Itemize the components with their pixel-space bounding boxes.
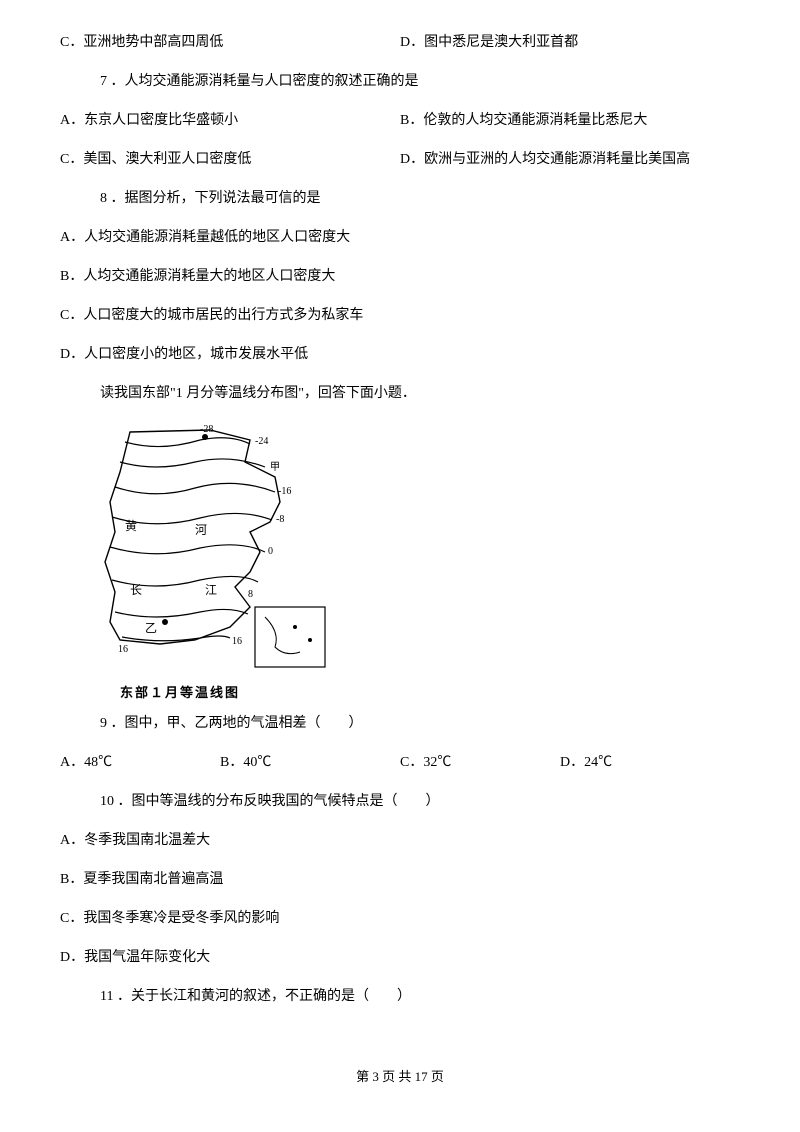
q7-option-d: D．欧洲与亚洲的人均交通能源消耗量比美国高: [400, 149, 740, 170]
q7-option-b: B．伦敦的人均交通能源消耗量比悉尼大: [400, 110, 740, 131]
q10-option-a: A．冬季我国南北温差大: [60, 830, 740, 851]
figure-caption: 东部１月等温线图: [120, 683, 740, 703]
q6-option-d: D．图中悉尼是澳大利亚首都: [400, 32, 740, 53]
label-yi: 乙: [145, 621, 157, 635]
isotherm-map-svg: -28 -24 甲 -16 -8 0 8 16 16 黄 河 长 江 乙: [100, 422, 345, 677]
q8-stem: 8 ．据图分析，下列说法最可信的是: [60, 188, 740, 209]
label-c6: 8: [248, 589, 253, 600]
label-huang: 黄: [125, 519, 137, 533]
q9-option-c: C．32℃: [400, 752, 560, 773]
q9-stem: 9 ．图中，甲、乙两地的气温相差（ ）: [60, 713, 740, 734]
q9-option-b: B．40℃: [220, 752, 400, 773]
label-c5: 0: [268, 546, 273, 557]
q10-option-d: D．我国气温年际变化大: [60, 947, 740, 968]
label-jia: 甲: [270, 462, 280, 473]
label-he: 河: [195, 523, 207, 537]
q7-stem: 7 ．人均交通能源消耗量与人口密度的叙述正确的是: [60, 71, 740, 92]
page-footer: 第 3 页 共 17 页: [60, 1067, 740, 1087]
q9-options: A．48℃ B．40℃ C．32℃ D．24℃: [60, 752, 740, 773]
q6-options-cd: C．亚洲地势中部高四周低 D．图中悉尼是澳大利亚首都: [60, 32, 740, 53]
label-jiang: 江: [205, 583, 217, 597]
q7-options-ab: A．东京人口密度比华盛顿小 B．伦敦的人均交通能源消耗量比悉尼大: [60, 110, 740, 131]
label-c4: -8: [276, 514, 284, 525]
q9-option-d: D．24℃: [560, 752, 740, 773]
q7-options-cd: C．美国、澳大利亚人口密度低 D．欧洲与亚洲的人均交通能源消耗量比美国高: [60, 149, 740, 170]
label-c3: -16: [278, 486, 291, 497]
label-c7: 16: [232, 636, 242, 647]
q11-stem: 11 ．关于长江和黄河的叙述，不正确的是（ ）: [60, 986, 740, 1007]
q9-intro: 读我国东部"1 月分等温线分布图"，回答下面小题．: [60, 383, 740, 404]
label-c1: -28: [200, 424, 213, 435]
q7-option-c: C．美国、澳大利亚人口密度低: [60, 149, 400, 170]
q10-option-c: C．我国冬季寒冷是受冬季风的影响: [60, 908, 740, 929]
label-c2: -24: [255, 436, 268, 447]
isotherm-map-figure: -28 -24 甲 -16 -8 0 8 16 16 黄 河 长 江 乙 东部１…: [100, 422, 740, 703]
q7-option-a: A．东京人口密度比华盛顿小: [60, 110, 400, 131]
q8-option-b: B．人均交通能源消耗量大的地区人口密度大: [60, 266, 740, 287]
q8-option-a: A．人均交通能源消耗量越低的地区人口密度大: [60, 227, 740, 248]
q10-option-b: B．夏季我国南北普遍高温: [60, 869, 740, 890]
q9-option-a: A．48℃: [60, 752, 220, 773]
q6-option-c: C．亚洲地势中部高四周低: [60, 32, 400, 53]
q8-option-c: C．人口密度大的城市居民的出行方式多为私家车: [60, 305, 740, 326]
label-chang: 长: [130, 583, 142, 597]
q10-stem: 10 ．图中等温线的分布反映我国的气候特点是（ ）: [60, 791, 740, 812]
q8-option-d: D．人口密度小的地区，城市发展水平低: [60, 344, 740, 365]
svg-text:16: 16: [118, 644, 128, 655]
